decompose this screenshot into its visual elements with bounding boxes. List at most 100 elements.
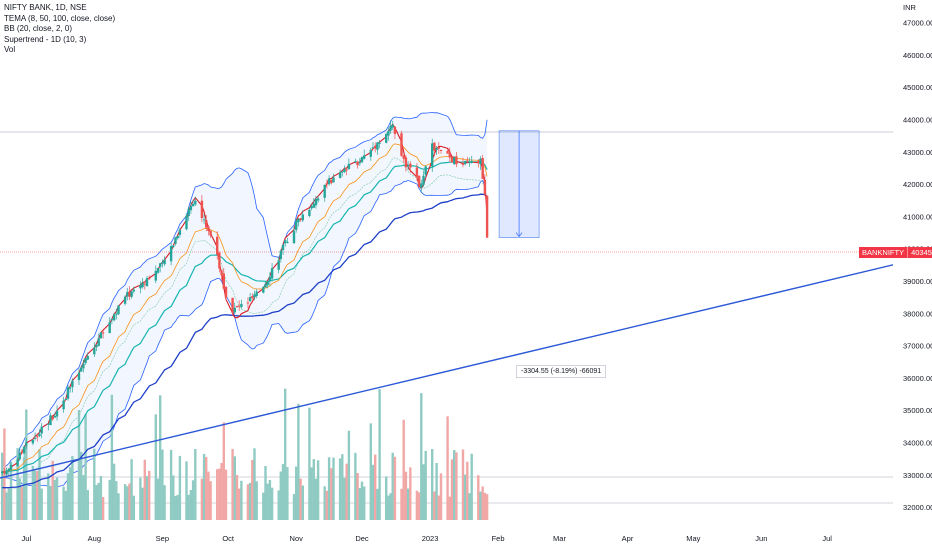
candle-body [378, 142, 381, 144]
candle-body [126, 292, 129, 297]
volume-bar [358, 488, 361, 520]
candle-body [18, 452, 21, 460]
volume-bar [327, 457, 331, 520]
candle-body [235, 306, 239, 307]
legend-supertrend[interactable]: Supertrend - 1D (10, 3) [4, 34, 87, 44]
volume-bar [143, 459, 146, 520]
price-tick-label: 45000.00 [903, 83, 932, 92]
volume-bar [439, 473, 443, 520]
candle-body [253, 294, 256, 298]
volume-bar [38, 449, 41, 520]
candle-body [117, 305, 120, 315]
candle-body [62, 400, 65, 410]
candle-body [178, 229, 182, 235]
volume-bar [389, 493, 392, 520]
volume-bar [99, 476, 103, 520]
candle-body [391, 124, 394, 128]
volume-bar [108, 479, 111, 520]
candle-body [371, 147, 375, 149]
bb-upper-line [1, 112, 488, 468]
price-tick-label: 38000.00 [903, 309, 932, 318]
volume-bar [154, 414, 157, 520]
candle-body [470, 160, 473, 163]
candle-body [130, 291, 133, 297]
volume-bar [420, 393, 423, 520]
volume-bar [246, 484, 250, 520]
candle-body [69, 387, 72, 389]
candle-body [481, 158, 484, 179]
volume-bar [33, 471, 37, 520]
candle-body [49, 415, 52, 426]
candle-body [385, 134, 388, 143]
volume-bar [53, 480, 57, 520]
volume-bar [248, 482, 252, 520]
last-price-badge: BANKNIFTY 40345.30 [859, 247, 932, 258]
volume-bar [466, 461, 469, 520]
volume-bar [174, 495, 177, 520]
candle-body [323, 184, 326, 198]
candle-body [3, 471, 6, 474]
volume-bar [268, 480, 272, 520]
volume-bar [185, 461, 188, 520]
candle-body [455, 156, 458, 165]
volume-bar [64, 490, 67, 520]
time-tick-label: Dec [355, 534, 369, 543]
price-tick-label: 36000.00 [903, 374, 932, 383]
candle-body [431, 143, 434, 167]
volume-bar [485, 494, 489, 520]
candle-body [466, 160, 469, 162]
legend-symbol[interactable]: NIFTY BANK, 1D, NSE [4, 3, 87, 12]
candle-body [16, 459, 19, 467]
volume-bar [266, 483, 269, 520]
candle-body [123, 296, 127, 304]
price-tick-label: 47000.00 [903, 19, 932, 28]
candle-body [64, 399, 67, 400]
volume-bar [191, 480, 195, 520]
volume-bar [156, 478, 160, 520]
candle-body [176, 235, 179, 239]
volume-bar [369, 423, 372, 520]
volume-bar [461, 449, 465, 520]
candle-body [5, 470, 8, 475]
volume-bar [251, 459, 254, 520]
price-tick-label: 43000.00 [903, 148, 932, 157]
volume-bar [297, 403, 300, 520]
candle-body [159, 263, 162, 267]
legend-tema[interactable]: TEMA (8, 50, 100, close, close) [4, 13, 116, 23]
volume-bar [51, 460, 54, 520]
volume-bar [347, 430, 351, 520]
chart-legend: NIFTY BANK, 1D, NSE TEMA (8, 50, 100, cl… [4, 3, 115, 56]
candle-body [358, 162, 361, 164]
volume-bar [112, 463, 116, 520]
time-tick-label: Jun [755, 534, 767, 543]
candle-body [246, 302, 250, 304]
candle-body [463, 161, 467, 165]
price-tick-label: 41000.00 [903, 212, 932, 221]
legend-vol[interactable]: Vol [4, 45, 16, 54]
volume-bar [18, 478, 21, 520]
candle-body [356, 162, 359, 166]
legend-bb[interactable]: BB (20, close, 2, 0) [4, 24, 73, 33]
candle-body [33, 437, 37, 439]
candle-body [238, 305, 241, 307]
candle-body [393, 126, 397, 135]
volume-bar [231, 449, 234, 520]
volume-bar [453, 450, 456, 520]
volume-bar [66, 473, 70, 520]
candle-body [299, 218, 302, 221]
candle-body [51, 416, 54, 420]
candle-body [80, 367, 83, 372]
volume-bar [470, 453, 473, 520]
volume-bar [110, 394, 114, 520]
candle-body [240, 303, 243, 307]
time-tick-label: Nov [290, 534, 304, 543]
candle-body [1, 471, 4, 474]
volume-bar [80, 451, 83, 520]
candle-body [202, 219, 206, 221]
volume-bar [240, 480, 243, 520]
volume-bar [345, 463, 348, 520]
candle-body [292, 230, 296, 244]
volume-bar [218, 468, 221, 520]
candle-body [281, 244, 285, 250]
